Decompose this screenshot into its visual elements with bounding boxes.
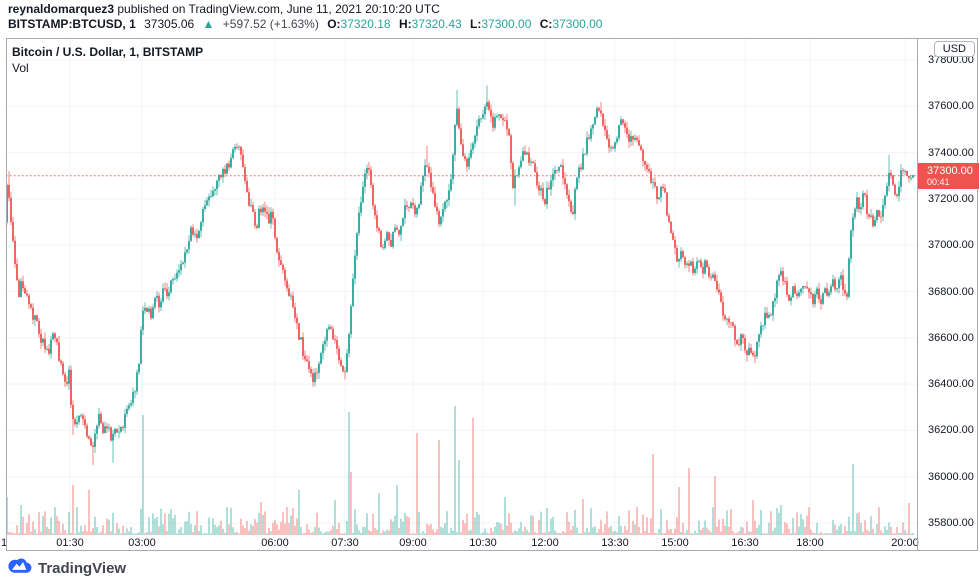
chart-legend: Bitcoin / U.S. Dollar, 1, BITSTAMP Vol [12,44,203,76]
time-tick-label: 07:30 [331,537,359,549]
time-tick-label: 10:30 [469,537,497,549]
price-tick-label: 36600.00 [928,331,974,344]
symbol-line: BITSTAMP:BTCUSD, 1 37305.06 ▲ +597.52 (+… [8,17,602,32]
close-value: 37300.00 [552,17,603,31]
last-price-value: 37305.06 [144,17,195,31]
price-tick-label: 37600.00 [928,100,974,113]
publish-line: reynaldomarquez3 published on TradingVie… [8,2,602,17]
author-name: reynaldomarquez3 [8,2,115,16]
time-tick-label: 13:30 [601,537,629,549]
price-tick-label: 36000.00 [928,470,974,483]
footer: TradingView [0,551,980,584]
price-chart[interactable] [6,38,917,536]
time-tick-label: 09:00 [399,537,427,549]
chart-frame [6,38,978,551]
price-axis-separator [917,38,918,551]
time-tick-label: 12:00 [531,537,559,549]
tradingview-brand[interactable]: TradingView [8,557,126,579]
price-tick-label: 36200.00 [928,424,974,437]
legend-symbol-title: Bitcoin / U.S. Dollar, 1, BITSTAMP [12,45,204,59]
time-axis[interactable]: 1 01:30 03:00 06:00 07:30 09:00 10:30 12:00 13:3… [0,537,919,551]
time-tick-label: 1 [1,537,8,549]
chart-canvas[interactable] [6,38,917,536]
high-label: H: [398,17,412,31]
up-arrow-icon: ▲ [202,17,215,31]
time-tick-label: 18:00 [796,537,824,549]
currency-unit-badge: USD [933,41,975,57]
time-tick-label: 06:00 [261,537,289,549]
tradingview-brand-text: TradingView [38,559,127,577]
price-change: +597.52 (+1.63%) [222,17,319,31]
time-tick-label: 01:30 [56,537,84,549]
time-tick-label: 16:30 [731,537,759,549]
symbol-name: BITSTAMP:BTCUSD, 1 [8,17,136,31]
legend-volume-label: Vol [12,61,29,75]
price-axis[interactable]: USD 37300.00 00:41 37800.00 37600.00 37400… [918,38,980,536]
close-label: C: [539,17,553,31]
time-tick-label: 20:00 [891,537,919,549]
price-tick-label: 37400.00 [928,146,974,159]
time-tick-label: 15:00 [661,537,689,549]
last-price-badge-value: 37300.00 [927,164,973,177]
publish-info: published on TradingView.com, June 11, 2… [114,2,440,16]
low-label: L: [470,17,482,31]
price-tick-label: 35800.00 [928,517,974,529]
snapshot-header: reynaldomarquez3 published on TradingVie… [8,2,602,32]
open-label: O: [327,17,341,31]
open-value: 37320.18 [340,17,391,31]
bar-countdown: 00:41 [927,176,950,187]
low-value: 37300.00 [481,17,532,31]
price-tick-label: 36400.00 [928,378,974,391]
price-tick-label: 36800.00 [928,285,974,298]
price-tick-label: 37000.00 [928,239,974,252]
time-tick-label: 03:00 [128,537,156,549]
price-tick-label: 37800.00 [928,54,974,66]
last-price-badge: 37300.00 00:41 [918,162,979,189]
high-value: 37320.43 [411,17,462,31]
price-tick-label: 37200.00 [928,192,974,205]
tradingview-logo-icon [8,557,32,579]
